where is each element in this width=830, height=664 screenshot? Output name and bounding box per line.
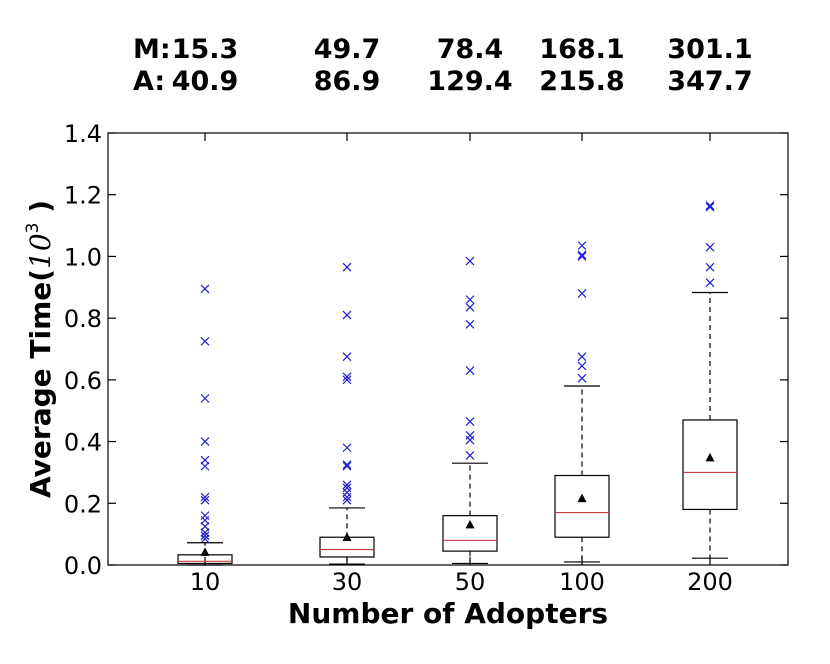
outlier-point — [466, 303, 474, 311]
y-tick-label: 1.2 — [64, 182, 102, 210]
average-values-row: 40.9 86.9 129.4 215.8 347.7 — [172, 66, 753, 97]
outlier-point — [466, 296, 474, 304]
median-value: 301.1 — [667, 34, 752, 65]
outlier-point — [343, 353, 351, 361]
x-axis: 10 30 50 100 200 — [190, 133, 733, 596]
outlier-point — [343, 462, 351, 470]
outlier-point — [343, 488, 351, 496]
x-tick-label: 200 — [687, 568, 733, 596]
mean-marker — [466, 520, 475, 529]
y-axis-label: Average Time(103 ) — [23, 200, 57, 498]
median-value: 168.1 — [539, 34, 624, 65]
average-value: 40.9 — [172, 66, 239, 97]
y-tick-label: 0.4 — [64, 429, 102, 457]
box-group-30 — [320, 263, 374, 564]
mean-marker — [201, 547, 210, 556]
median-value: 78.4 — [437, 34, 504, 65]
outlier-point — [201, 337, 209, 345]
box-group-200 — [683, 202, 737, 559]
box-group-10 — [178, 285, 232, 565]
outlier-point — [706, 279, 714, 287]
outlier-point — [578, 252, 586, 260]
outlier-point — [578, 242, 586, 250]
average-value: 215.8 — [539, 66, 624, 97]
y-tick-label: 1.0 — [64, 243, 102, 271]
outlier-point — [201, 285, 209, 293]
average-value: 347.7 — [667, 66, 752, 97]
median-values-row: 15.3 49.7 78.4 168.1 301.1 — [172, 34, 753, 65]
outlier-point — [706, 202, 714, 210]
outlier-point — [343, 444, 351, 452]
average-value: 129.4 — [427, 66, 512, 97]
outlier-point — [578, 353, 586, 361]
outlier-point — [578, 362, 586, 370]
box-plot-chart: M: A: 15.3 49.7 78.4 168.1 301.1 40.9 86.9 129… — [0, 0, 830, 664]
x-tick-label: 30 — [332, 568, 363, 596]
average-value: 86.9 — [314, 66, 381, 97]
y-tick-label: 0.8 — [64, 305, 102, 333]
x-axis-label: Number of Adopters — [288, 597, 608, 630]
y-axis: 0.0 0.2 0.4 0.6 0.8 1.0 1.2 1.4 — [64, 120, 788, 580]
outlier-point — [466, 320, 474, 328]
x-tick-label: 10 — [190, 568, 221, 596]
box-group-100 — [555, 242, 609, 562]
average-row-label: A: — [133, 66, 165, 97]
box-group-50 — [443, 257, 497, 563]
outlier-point — [201, 456, 209, 464]
outlier-point — [201, 394, 209, 402]
outlier-point — [466, 367, 474, 375]
outlier-point — [466, 431, 474, 439]
outlier-point — [466, 418, 474, 426]
outlier-point — [578, 251, 586, 259]
y-tick-label: 1.4 — [64, 120, 102, 148]
median-row-label: M: — [133, 34, 171, 65]
outlier-point — [201, 516, 209, 524]
outlier-point — [201, 438, 209, 446]
outlier-point — [201, 512, 209, 520]
x-tick-label: 50 — [455, 568, 486, 596]
mean-marker — [706, 453, 715, 462]
outlier-point — [578, 374, 586, 382]
outlier-point — [706, 243, 714, 251]
y-tick-label: 0.0 — [64, 552, 102, 580]
iqr-box — [555, 476, 609, 538]
plot-area-frame — [108, 133, 788, 565]
x-tick-label: 100 — [559, 568, 605, 596]
outlier-point — [466, 451, 474, 459]
outlier-point — [706, 203, 714, 211]
outlier-point — [706, 263, 714, 271]
median-value: 49.7 — [314, 34, 381, 65]
outlier-point — [343, 311, 351, 319]
box-series — [178, 202, 737, 565]
iqr-box — [683, 420, 737, 509]
mean-marker — [578, 494, 587, 503]
outlier-point — [466, 436, 474, 444]
median-value: 15.3 — [172, 34, 239, 65]
y-tick-label: 0.2 — [64, 490, 102, 518]
outlier-point — [343, 461, 351, 469]
header-annotations: M: A: 15.3 49.7 78.4 168.1 301.1 40.9 86.9 129… — [133, 34, 753, 97]
outlier-point — [343, 263, 351, 271]
outlier-point — [578, 289, 586, 297]
outlier-point — [466, 257, 474, 265]
y-tick-label: 0.6 — [64, 367, 102, 395]
